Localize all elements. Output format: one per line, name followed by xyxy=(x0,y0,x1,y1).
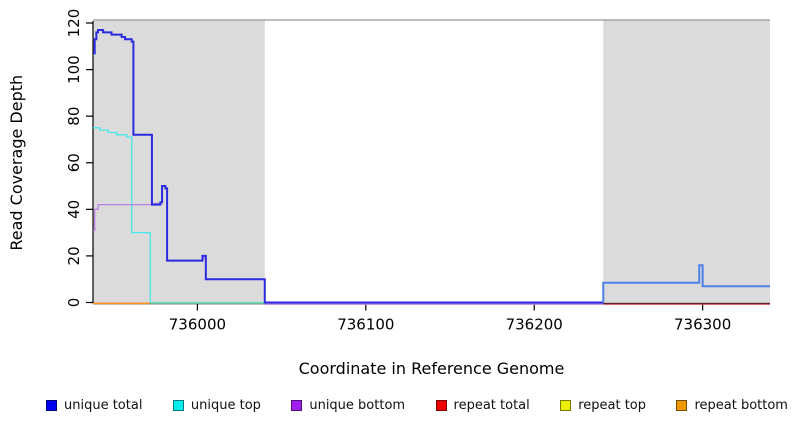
y-tick-label: 80 xyxy=(65,107,83,126)
legend-item-unique-top: unique top xyxy=(172,398,261,413)
x-tick-label: 736200 xyxy=(506,316,563,334)
legend-item-unique-total: unique total xyxy=(46,398,142,413)
series-unique-total xyxy=(602,264,770,303)
legend-swatch-unique-bottom xyxy=(291,400,303,411)
x-tick-label: 736100 xyxy=(337,316,394,334)
series-unique-total xyxy=(93,28,604,304)
y-tick-label: 20 xyxy=(65,246,83,265)
legend-item-repeat-total: repeat total xyxy=(435,398,530,413)
y-tick-label: 60 xyxy=(65,153,83,172)
legend-item-repeat-bottom: repeat bottom xyxy=(676,398,788,413)
series-unique-top xyxy=(93,127,265,304)
y-tick-label: 100 xyxy=(65,55,83,84)
x-tick-label: 736000 xyxy=(169,316,226,334)
legend-label: repeat top xyxy=(578,398,646,413)
legend-label: unique bottom xyxy=(309,398,406,413)
y-tick-label: 40 xyxy=(65,200,83,219)
legend-swatch-repeat-top xyxy=(560,400,572,411)
legend-swatch-unique-top xyxy=(172,400,184,411)
y-axis-title: Read Coverage Depth xyxy=(7,75,26,251)
left-alignment-region xyxy=(93,19,265,305)
legend-swatch-unique-total xyxy=(46,400,57,411)
plot-legend: unique total unique top unique bottom repea… xyxy=(46,398,788,413)
right-alignment-region xyxy=(603,19,770,305)
legend-label: repeat bottom xyxy=(694,398,788,413)
legend-label: repeat total xyxy=(453,398,530,413)
legend-label: unique top xyxy=(190,398,261,413)
x-axis-title: Coordinate in Reference Genome xyxy=(299,359,565,378)
y-tick-label: 120 xyxy=(65,9,83,38)
legend-swatch-repeat-bottom xyxy=(676,400,688,411)
legend-item-repeat-top: repeat top xyxy=(560,398,646,413)
legend-swatch-repeat-total xyxy=(435,400,447,411)
y-tick-label: 0 xyxy=(65,298,83,308)
legend-item-unique-bottom: unique bottom xyxy=(291,398,405,413)
legend-label: unique total xyxy=(64,398,143,413)
x-tick-label: 736300 xyxy=(674,316,731,334)
